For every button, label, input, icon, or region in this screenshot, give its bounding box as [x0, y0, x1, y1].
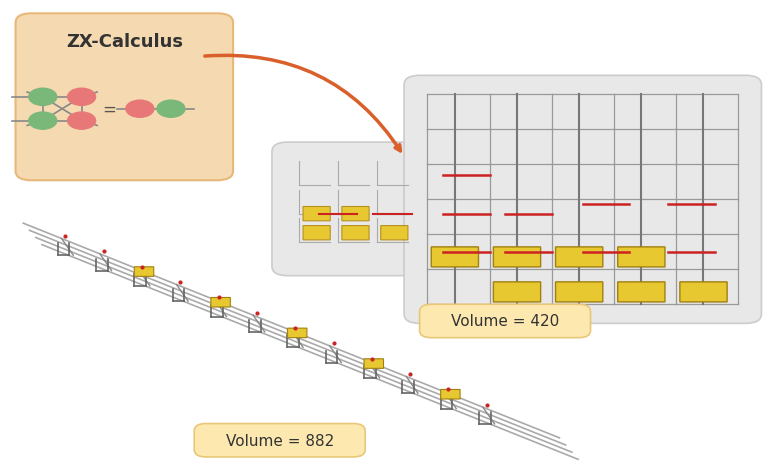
FancyBboxPatch shape — [420, 305, 591, 338]
FancyBboxPatch shape — [342, 226, 369, 240]
FancyBboxPatch shape — [272, 143, 427, 276]
FancyBboxPatch shape — [211, 298, 230, 307]
Text: ZX-Calculus: ZX-Calculus — [66, 33, 183, 51]
Circle shape — [68, 89, 96, 106]
FancyBboxPatch shape — [404, 76, 761, 324]
Circle shape — [29, 113, 57, 130]
Circle shape — [157, 101, 185, 118]
FancyBboxPatch shape — [441, 390, 460, 399]
FancyBboxPatch shape — [381, 226, 408, 240]
FancyBboxPatch shape — [493, 248, 541, 268]
FancyBboxPatch shape — [303, 207, 330, 221]
Text: =: = — [102, 100, 116, 119]
FancyBboxPatch shape — [618, 248, 665, 268]
FancyBboxPatch shape — [618, 282, 665, 302]
FancyBboxPatch shape — [431, 248, 479, 268]
FancyBboxPatch shape — [194, 424, 365, 457]
FancyBboxPatch shape — [287, 328, 307, 338]
Circle shape — [29, 89, 57, 106]
Circle shape — [126, 101, 154, 118]
FancyBboxPatch shape — [556, 282, 603, 302]
FancyBboxPatch shape — [680, 282, 727, 302]
FancyBboxPatch shape — [16, 14, 233, 181]
FancyBboxPatch shape — [493, 282, 541, 302]
FancyBboxPatch shape — [342, 207, 369, 221]
Circle shape — [68, 113, 96, 130]
FancyBboxPatch shape — [556, 248, 603, 268]
FancyBboxPatch shape — [303, 226, 330, 240]
Text: Volume = 882: Volume = 882 — [225, 433, 334, 448]
FancyBboxPatch shape — [134, 267, 154, 277]
Text: Volume = 420: Volume = 420 — [451, 314, 559, 329]
FancyBboxPatch shape — [364, 359, 384, 368]
